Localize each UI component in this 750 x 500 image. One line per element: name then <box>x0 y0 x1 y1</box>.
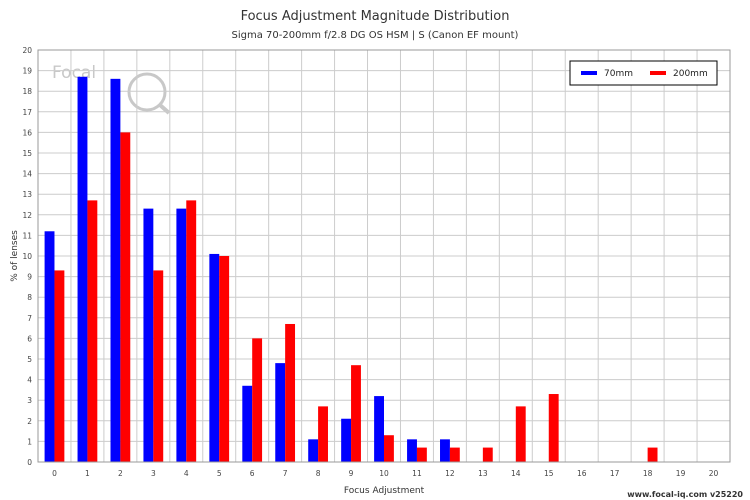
bar-70mm <box>176 208 187 462</box>
bar-200mm <box>219 256 230 462</box>
y-tick-label: 9 <box>27 273 32 282</box>
y-tick-label: 17 <box>22 108 32 117</box>
bar-200mm <box>351 365 361 462</box>
x-tick-label: 1 <box>85 469 90 478</box>
x-tick-label: 6 <box>250 469 255 478</box>
bar-70mm <box>341 418 352 462</box>
y-tick-label: 10 <box>22 252 32 261</box>
x-tick-label: 13 <box>478 469 488 478</box>
logo-text: Focal <box>52 63 96 83</box>
legend: 70mm 200mm <box>569 60 718 86</box>
x-tick-label: 3 <box>151 469 156 478</box>
x-tick-label: 2 <box>118 469 123 478</box>
magnifier-icon <box>127 72 167 112</box>
bar-200mm <box>515 406 526 462</box>
bar-70mm <box>374 396 384 462</box>
y-tick-label: 1 <box>27 437 32 446</box>
y-tick-label: 16 <box>22 128 32 137</box>
chart-subtitle: Sigma 70-200mm f/2.8 DG OS HSM | S (Cano… <box>232 30 519 41</box>
bar-200mm <box>482 447 493 462</box>
bar-70mm <box>143 208 154 462</box>
x-tick-label: 18 <box>643 469 653 478</box>
x-tick-label: 19 <box>676 469 686 478</box>
bar-200mm <box>647 447 658 462</box>
plot-frame <box>37 49 731 463</box>
bar-200mm <box>153 270 164 462</box>
bar-200mm <box>87 200 98 462</box>
y-tick-label: 4 <box>27 376 32 385</box>
x-tick-label: 9 <box>349 469 354 478</box>
bar-200mm <box>252 338 263 462</box>
bar-70mm <box>440 439 450 462</box>
y-tick-label: 12 <box>22 211 32 220</box>
x-tick-label: 14 <box>511 469 521 478</box>
y-tick-label: 19 <box>22 67 32 76</box>
bar-70mm <box>209 253 220 462</box>
legend-label-70mm: 70mm <box>604 69 633 79</box>
bar-200mm <box>318 406 328 462</box>
x-tick-label: 12 <box>445 469 455 478</box>
watermark: www.focal-iq.com v25220 <box>627 490 743 499</box>
y-tick-label: 0 <box>27 458 32 467</box>
bar-200mm <box>548 394 559 462</box>
x-axis-ticks: 0 1 2 3 4 5 6 7 8 9 10 11 12 13 14 15 16 17 18 19 20 <box>52 469 718 478</box>
y-axis-label: % of lenses <box>10 230 20 282</box>
bar-200mm <box>186 200 197 462</box>
x-tick-label: 17 <box>610 469 620 478</box>
y-tick-label: 13 <box>22 190 32 199</box>
bar-200mm <box>120 132 131 462</box>
y-tick-label: 3 <box>27 396 32 405</box>
x-tick-label: 16 <box>577 469 587 478</box>
bar-70mm <box>275 363 286 462</box>
x-tick-label: 10 <box>379 469 389 478</box>
bar-70mm <box>110 78 121 462</box>
y-tick-label: 2 <box>27 417 32 426</box>
bar-70mm <box>407 439 417 462</box>
bar-70mm <box>308 439 319 462</box>
bar-70mm <box>77 76 88 462</box>
x-tick-label: 11 <box>412 469 422 478</box>
bar-200mm <box>54 270 65 462</box>
y-tick-label: 7 <box>27 314 32 323</box>
x-tick-label: 15 <box>544 469 554 478</box>
y-tick-label: 6 <box>27 334 32 343</box>
bar-200mm <box>285 323 296 462</box>
x-tick-label: 4 <box>184 469 189 478</box>
y-tick-label: 8 <box>27 293 32 302</box>
bar-200mm <box>384 435 394 462</box>
bar-70mm <box>44 231 55 462</box>
y-tick-label: 20 <box>22 46 32 55</box>
x-tick-label: 7 <box>283 469 288 478</box>
bar-200mm <box>449 447 460 462</box>
bar-200mm <box>416 447 427 462</box>
bar-70mm <box>242 385 253 462</box>
x-tick-label: 8 <box>316 469 321 478</box>
chart-title: Focus Adjustment Magnitude Distribution <box>241 9 510 24</box>
x-tick-label: 0 <box>52 469 57 478</box>
y-tick-label: 14 <box>22 170 32 179</box>
y-tick-label: 11 <box>22 231 32 240</box>
bars <box>44 76 658 462</box>
x-tick-label: 20 <box>709 469 719 478</box>
y-tick-label: 18 <box>22 87 32 96</box>
legend-label-200mm: 200mm <box>673 69 708 79</box>
x-axis-label: Focus Adjustment <box>344 486 425 496</box>
x-tick-label: 5 <box>217 469 222 478</box>
y-tick-label: 15 <box>22 149 32 158</box>
y-tick-label: 5 <box>27 355 32 364</box>
